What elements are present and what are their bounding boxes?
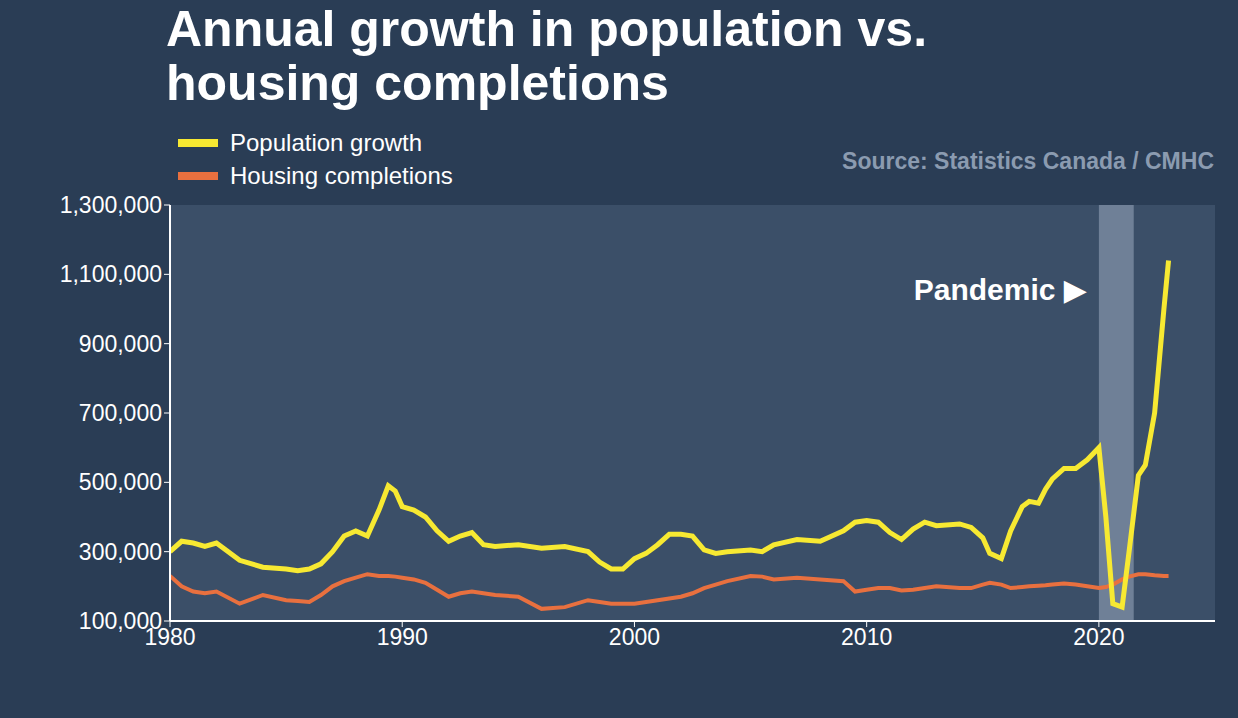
svg-text:1,100,000: 1,100,000 [60,261,162,287]
svg-text:Pandemic ▶: Pandemic ▶ [914,273,1087,306]
svg-text:1980: 1980 [144,624,196,651]
html-text:Housing completions: Housing completions [230,162,453,189]
svg-text:500,000: 500,000 [79,469,162,495]
svg-text:2010: 2010 [841,624,892,650]
svg-text:1990: 1990 [377,624,428,650]
svg-text:900,000: 900,000 [79,331,162,357]
svg-text:1,300,000: 1,300,000 [60,192,162,218]
html-text:Population growth: Population growth [230,129,423,156]
svg-text:2000: 2000 [609,624,660,650]
svg-text:700,000: 700,000 [79,400,162,426]
svg-text:2020: 2020 [1073,624,1124,650]
html-text:Annual growth in population vs: Annual growth in population vs. housing … [166,1,928,111]
svg-text:100,000: 100,000 [79,608,162,634]
svg-text:300,000: 300,000 [79,539,162,565]
html-text:Source: Statistics Canada / CM: Source: Statistics Canada / CMHC [842,148,1214,174]
